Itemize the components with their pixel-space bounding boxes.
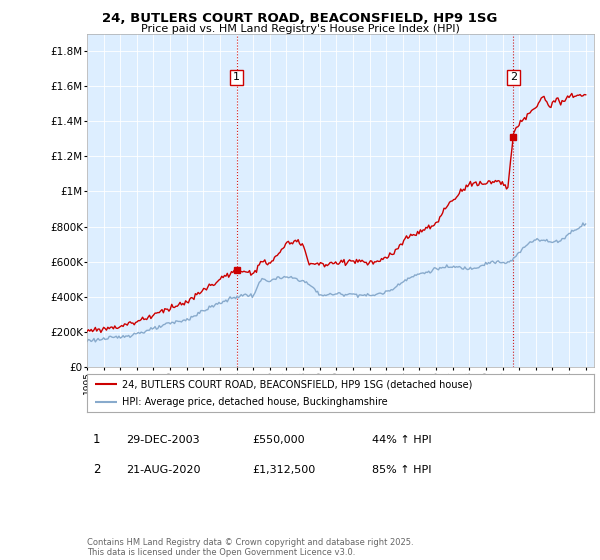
Text: 2: 2 bbox=[93, 463, 100, 477]
Text: £550,000: £550,000 bbox=[252, 435, 305, 445]
Text: 1: 1 bbox=[233, 72, 240, 82]
Text: 1: 1 bbox=[93, 432, 100, 446]
Text: 29-DEC-2003: 29-DEC-2003 bbox=[126, 435, 200, 445]
Text: Contains HM Land Registry data © Crown copyright and database right 2025.
This d: Contains HM Land Registry data © Crown c… bbox=[87, 538, 413, 557]
Text: 44% ↑ HPI: 44% ↑ HPI bbox=[372, 435, 431, 445]
Text: 2: 2 bbox=[509, 72, 517, 82]
Text: 21-AUG-2020: 21-AUG-2020 bbox=[126, 465, 200, 475]
Text: 85% ↑ HPI: 85% ↑ HPI bbox=[372, 465, 431, 475]
Text: 24, BUTLERS COURT ROAD, BEACONSFIELD, HP9 1SG: 24, BUTLERS COURT ROAD, BEACONSFIELD, HP… bbox=[103, 12, 497, 25]
Text: HPI: Average price, detached house, Buckinghamshire: HPI: Average price, detached house, Buck… bbox=[122, 397, 388, 407]
Text: 24, BUTLERS COURT ROAD, BEACONSFIELD, HP9 1SG (detached house): 24, BUTLERS COURT ROAD, BEACONSFIELD, HP… bbox=[122, 379, 473, 389]
Text: £1,312,500: £1,312,500 bbox=[252, 465, 315, 475]
Text: Price paid vs. HM Land Registry's House Price Index (HPI): Price paid vs. HM Land Registry's House … bbox=[140, 24, 460, 34]
